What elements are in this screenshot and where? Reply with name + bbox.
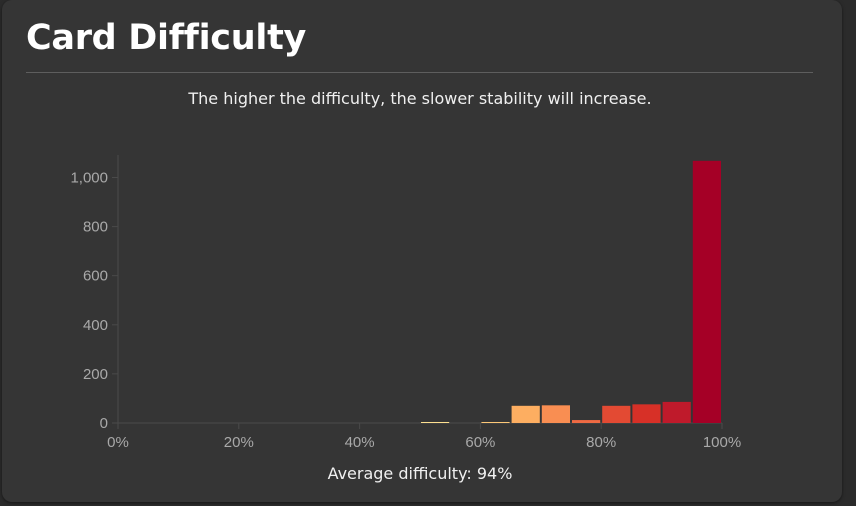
average-difficulty: Average difficulty: 94% [327,464,513,483]
title-divider [26,72,813,73]
card-difficulty-panel: Card Difficulty The higher the difficult… [2,0,842,502]
histogram-bar[interactable] [632,404,661,423]
histogram-bar[interactable] [602,405,631,423]
histogram-bar[interactable] [692,160,721,423]
x-tick-label: 0% [107,434,129,451]
histogram-bar[interactable] [572,420,601,423]
histogram-bar[interactable] [541,405,570,423]
difficulty-histogram: 0 200 400 600 800 1,000 0% 20% 40% 60% 80% 100% [70,155,741,451]
x-tick-label: 60% [465,434,495,451]
histogram-bar[interactable] [481,422,510,423]
bars [421,160,721,423]
x-tick-label: 100% [703,434,741,451]
x-tick-label: 40% [345,434,375,451]
y-tick-label: 0 [100,415,108,432]
x-tick-label: 20% [224,434,254,451]
y-axis: 0 200 400 600 800 1,000 [70,155,119,432]
x-tick-label: 80% [586,434,616,451]
y-tick-label: 400 [83,317,108,334]
x-axis: 0% 20% 40% 60% 80% 100% [107,422,741,451]
y-tick-label: 200 [83,366,108,383]
chart-subtitle: The higher the difficulty, the slower st… [188,89,652,108]
y-tick-label: 600 [83,268,108,285]
y-tick-label: 800 [83,219,108,236]
histogram-bar[interactable] [421,422,450,423]
card-title: Card Difficulty [26,18,307,58]
histogram-bar[interactable] [511,405,540,423]
y-tick-label: 1,000 [70,170,108,187]
histogram-bar[interactable] [662,401,691,423]
